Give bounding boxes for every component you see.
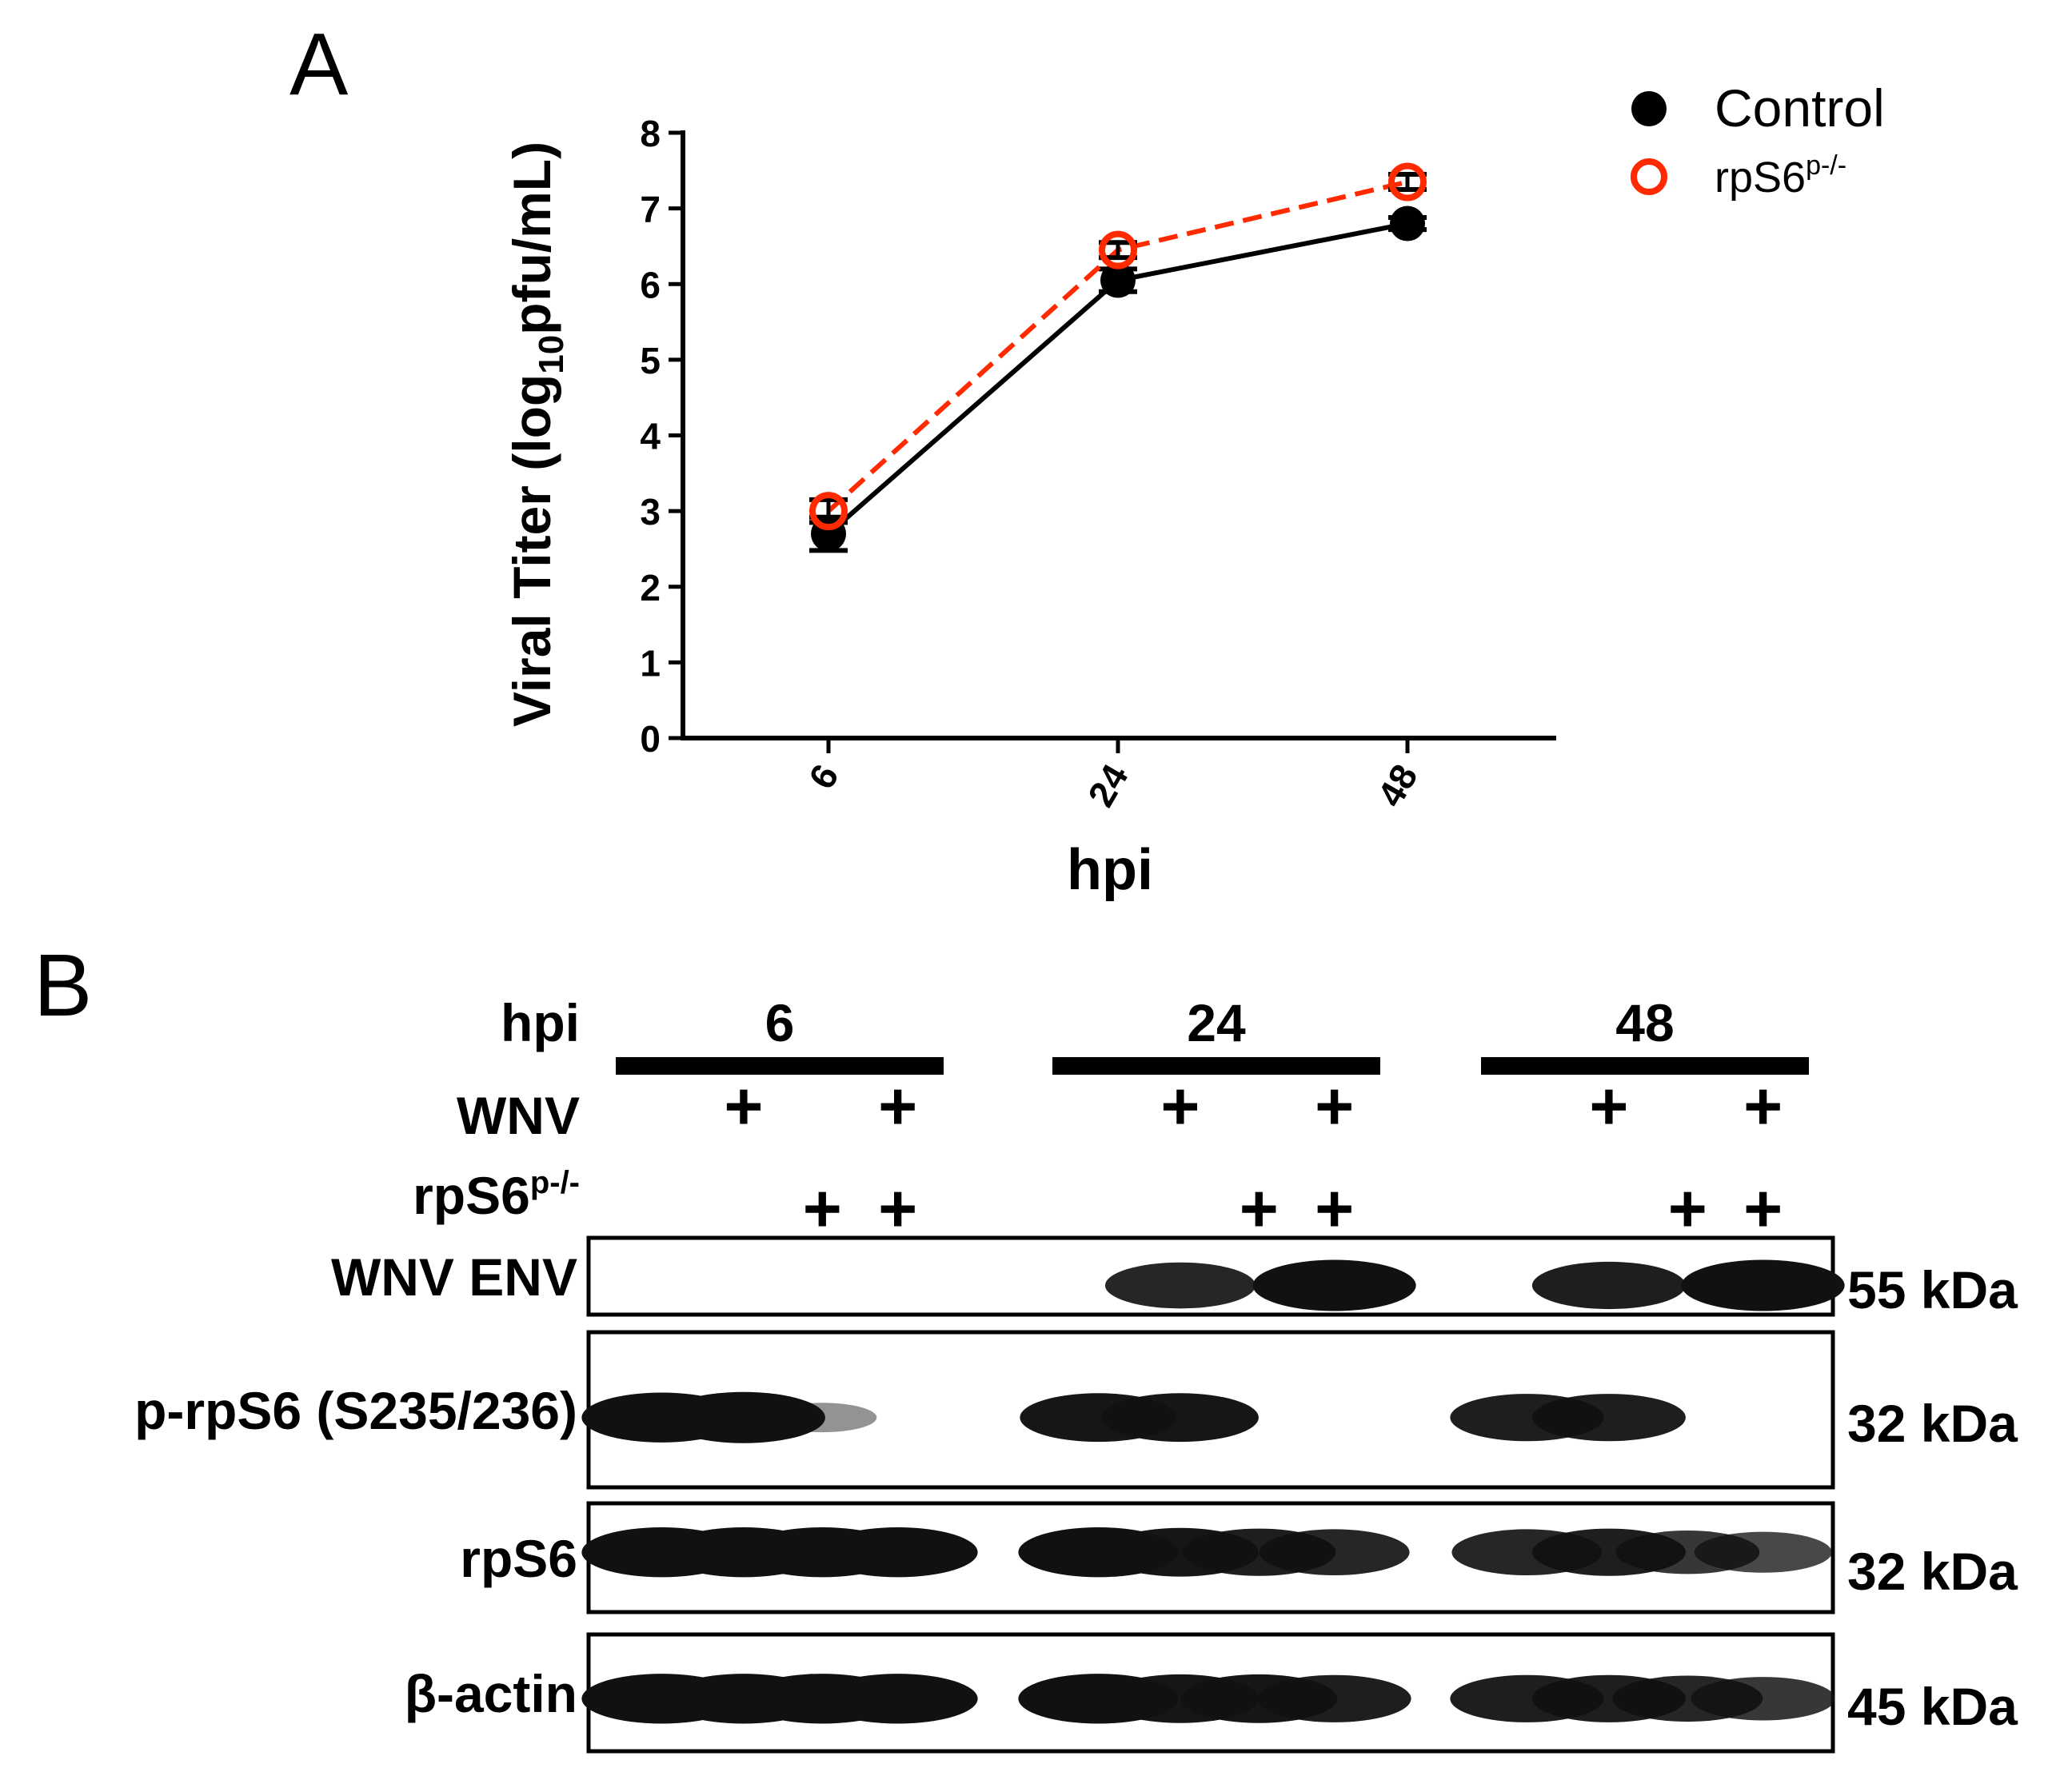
blot-band <box>1681 1259 1845 1311</box>
y-tick-label: 2 <box>640 567 661 609</box>
row-label-rps6: rpS6p-/- <box>413 1165 580 1225</box>
blot-band <box>1691 1677 1835 1721</box>
y-tick-label: 7 <box>640 189 661 230</box>
x-tick-label: 24 <box>1080 757 1136 814</box>
row-rps6-main: rpS6 <box>413 1166 530 1225</box>
y-tick-label: 5 <box>640 340 661 381</box>
y-tick-label: 8 <box>640 113 661 154</box>
data-point <box>809 492 848 531</box>
wnv-plus: + <box>724 1068 763 1143</box>
data-point <box>1390 206 1425 241</box>
blot-header: 6+ ++ +24+ ++ +48+ ++ + <box>616 993 1809 1246</box>
blot-band <box>817 1674 978 1724</box>
row-label-wnv: WNV <box>457 1086 580 1145</box>
y-tick-label: 4 <box>640 416 661 457</box>
y-tick-label: 6 <box>640 264 661 305</box>
group-bar <box>616 1057 944 1075</box>
blot-band <box>1259 1529 1410 1575</box>
blot-band <box>817 1527 978 1578</box>
blot-size-label: 32 kDa <box>1847 1542 2018 1601</box>
data-point <box>1100 262 1136 298</box>
legend-rps6-main: rpS6 <box>1715 154 1806 202</box>
blot-row: WNV ENV 55 kDa <box>331 1235 2018 1319</box>
y-label-subscript: 10 <box>532 335 571 374</box>
legend-rps6-sup: p-/- <box>1806 150 1846 181</box>
blot-size-label: 55 kDa <box>1847 1260 2018 1319</box>
blot-band <box>768 1403 877 1433</box>
blot-band <box>1104 1262 1256 1309</box>
data-point <box>1099 230 1137 269</box>
wnv-plus: + <box>1743 1068 1783 1143</box>
series-rps6 <box>809 162 1427 531</box>
rps6-plus: + <box>1743 1171 1783 1246</box>
y-label-main: Viral Titer (log <box>502 374 561 727</box>
y-tick-label: 3 <box>640 491 661 533</box>
x-axis-ticks: 6 24 48 <box>800 738 1426 813</box>
y-axis-ticks: 0 1 2 3 4 5 6 7 8 <box>640 113 683 760</box>
wnv-plus: + <box>1160 1068 1200 1143</box>
rps6-plus: + <box>878 1171 917 1246</box>
y-tick-label: 1 <box>640 642 661 684</box>
blot-label: p-rpS6 (S235/236) <box>134 1381 577 1440</box>
blot-size-label: 32 kDa <box>1847 1394 2018 1453</box>
hpi-group-label: 6 <box>765 993 795 1052</box>
panel-a-label: A <box>289 15 349 114</box>
legend: Control rpS6p-/- <box>1631 78 1885 202</box>
y-tick-label: 0 <box>640 718 661 760</box>
blot-band <box>1694 1531 1832 1573</box>
blot-label: WNV ENV <box>331 1247 577 1307</box>
x-tick-label: 48 <box>1369 757 1426 813</box>
blot-size-label: 45 kDa <box>1847 1677 2018 1736</box>
rps6-plus: + <box>1240 1171 1279 1246</box>
blot-label: β-actin <box>405 1664 577 1723</box>
group-bar <box>1052 1057 1380 1075</box>
blot-band <box>1531 1394 1686 1442</box>
legend-label-control: Control <box>1715 78 1885 138</box>
wnv-plus: + <box>1315 1068 1354 1143</box>
row-rps6-sup: p-/- <box>530 1165 580 1200</box>
x-axis-label: hpi <box>1067 838 1153 902</box>
blot-band <box>1531 1261 1686 1310</box>
data-point <box>1388 162 1427 202</box>
x-tick-label: 6 <box>800 757 847 796</box>
wnv-plus: + <box>1589 1068 1628 1143</box>
wnv-plus: + <box>878 1068 917 1143</box>
series-layer <box>809 162 1427 553</box>
blot-label: rpS6 <box>460 1529 577 1588</box>
hpi-group-label: 24 <box>1187 993 1246 1052</box>
blot-band <box>661 1391 825 1443</box>
panel-b-label: B <box>34 936 92 1035</box>
legend-label-rps6: rpS6p-/- <box>1715 150 1846 202</box>
blot-band <box>1101 1393 1259 1443</box>
rps6-plus: + <box>803 1171 842 1246</box>
rps6-plus: + <box>1668 1171 1707 1246</box>
series-control <box>809 206 1427 553</box>
hpi-group-label: 48 <box>1615 993 1674 1052</box>
legend-marker-rps6 <box>1631 158 1667 195</box>
blot-row: rpS6 32 kDa <box>460 1501 2018 1614</box>
row-label-hpi: hpi <box>501 993 580 1052</box>
legend-marker-control <box>1631 91 1667 126</box>
blot-row: p-rpS6 (S235/236) 32 kDa <box>134 1330 2018 1490</box>
viral-titer-chart: 0 1 2 3 4 5 6 7 8 6 24 48 Viral Titer (log10pfu/mL… <box>502 78 1885 902</box>
blot-row: β-actin 45 kDa <box>405 1632 2018 1754</box>
blot-band <box>1252 1259 1416 1311</box>
blot-band <box>1257 1674 1411 1722</box>
y-label-end: pfu/mL) <box>502 142 561 335</box>
y-axis-label: Viral Titer (log10pfu/mL) <box>502 142 571 727</box>
group-bar <box>1481 1057 1809 1075</box>
rps6-plus: + <box>1315 1171 1354 1246</box>
